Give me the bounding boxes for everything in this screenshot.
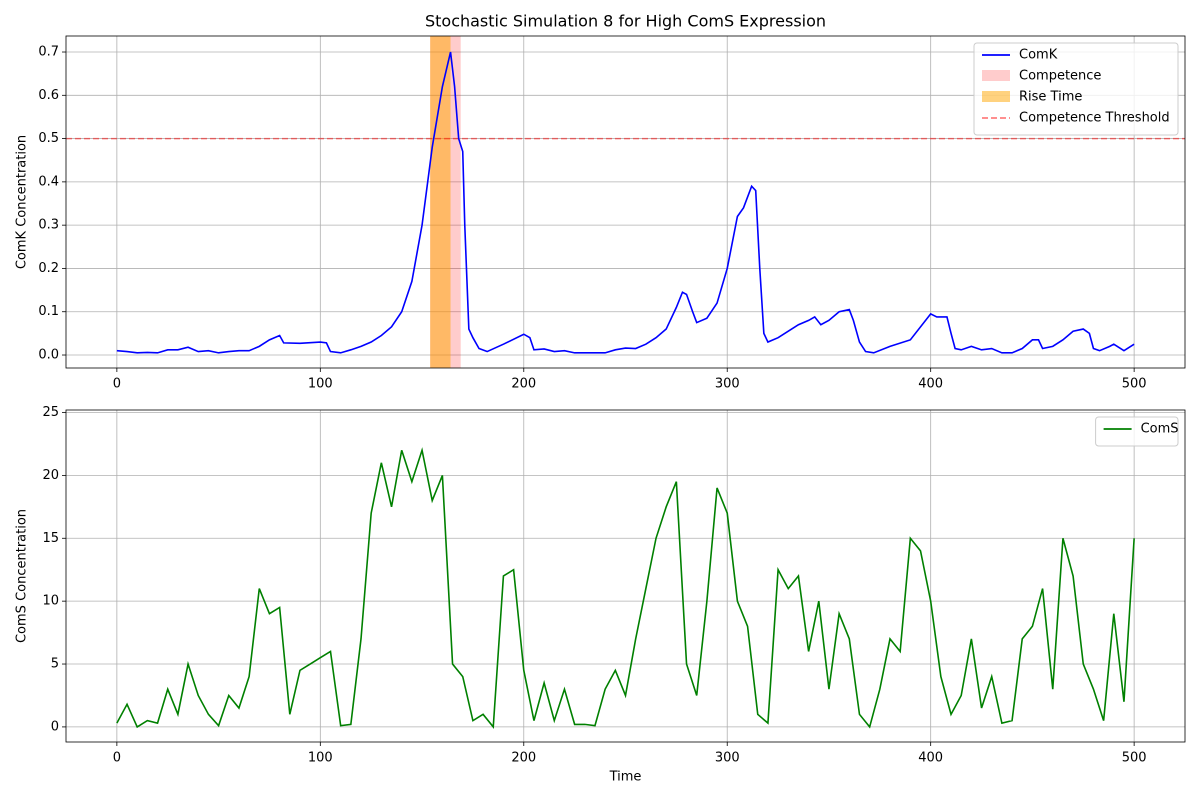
x-tick-label: 100 xyxy=(308,751,333,766)
legend-swatch xyxy=(982,91,1010,102)
y-tick-label: 25 xyxy=(42,405,59,420)
y-tick-label: 0.5 xyxy=(38,131,59,146)
y-tick-label: 0.3 xyxy=(38,218,59,233)
span xyxy=(430,36,451,368)
legend-label: Rise Time xyxy=(1019,90,1082,105)
y-tick-label: 0 xyxy=(51,719,59,734)
series-line xyxy=(116,51,1135,354)
y-tick-label: 5 xyxy=(51,657,59,672)
y-axis-label: ComK Concentration xyxy=(15,135,30,269)
x-tick-label: 300 xyxy=(715,751,740,766)
legend-box xyxy=(973,42,1179,136)
x-tick-label: 400 xyxy=(918,751,943,766)
legend-label: ComK xyxy=(1019,48,1058,63)
y-tick-label: 0.2 xyxy=(38,261,59,276)
y-tick-label: 15 xyxy=(42,531,59,546)
y-axis-label: ComS Concentration xyxy=(15,509,30,643)
x-tick-label: 500 xyxy=(1122,377,1147,392)
plot-area xyxy=(116,447,1135,729)
x-tick-label: 500 xyxy=(1122,751,1147,766)
series-line xyxy=(116,447,1135,729)
legend-label: ComS xyxy=(1141,422,1179,437)
x-tick-label: 200 xyxy=(511,751,536,766)
legend-label: Competence Threshold xyxy=(1019,111,1170,126)
x-tick-label: 0 xyxy=(113,751,121,766)
x-tick-label: 0 xyxy=(113,377,121,392)
legend-box xyxy=(1095,416,1179,447)
plot-area xyxy=(66,36,1185,368)
y-tick-label: 0.6 xyxy=(38,88,59,103)
y-tick-label: 0.1 xyxy=(38,304,59,319)
x-tick-label: 100 xyxy=(308,377,333,392)
x-tick-label: 200 xyxy=(511,377,536,392)
chart-title: Stochastic Simulation 8 for High ComS Ex… xyxy=(425,12,826,31)
y-tick-label: 0.0 xyxy=(38,348,59,363)
axes-frame xyxy=(65,409,1186,743)
axes-frame xyxy=(65,35,1186,369)
legend-label: Competence xyxy=(1019,69,1101,84)
y-tick-label: 0.4 xyxy=(38,174,59,189)
x-tick-label: 300 xyxy=(715,377,740,392)
y-tick-label: 10 xyxy=(42,594,59,609)
x-tick-label: 400 xyxy=(918,377,943,392)
y-tick-label: 0.7 xyxy=(38,45,59,60)
legend: ComS xyxy=(1095,416,1179,447)
legend: ComK Competence Rise Time Competence Thresh… xyxy=(973,42,1179,136)
x-axis-label: Time xyxy=(609,770,642,785)
y-tick-label: 20 xyxy=(42,468,59,483)
legend-swatch xyxy=(982,70,1010,81)
